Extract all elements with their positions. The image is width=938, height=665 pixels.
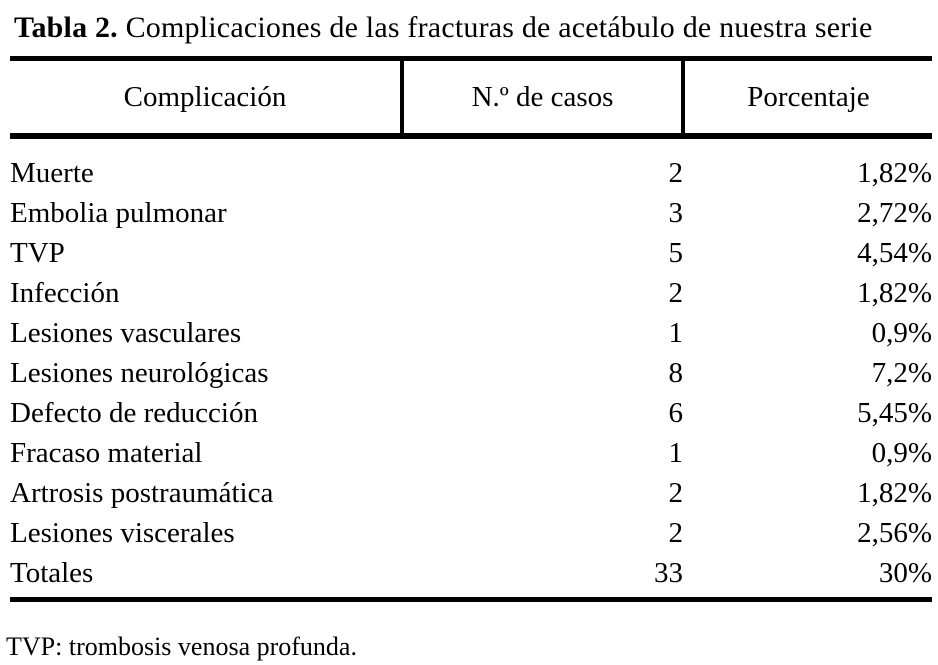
cell-complicacion: Lesiones neurológicas: [10, 357, 269, 389]
table-row: Defecto de reducción 6 5,45%: [10, 393, 932, 433]
table-footnote: TVP: trombosis venosa profunda.: [6, 632, 357, 661]
cell-porcentaje: 4,54%: [857, 237, 932, 269]
cell-porcentaje: 1,82%: [857, 277, 932, 309]
cell-complicacion: Fracaso material: [10, 437, 203, 469]
cell-casos: 2: [668, 157, 684, 189]
table-body: Muerte 2 1,82% Embolia pulmonar 3 2,72% …: [10, 136, 932, 600]
cell-complicacion: Totales: [10, 557, 94, 589]
table-row: Embolia pulmonar 3 2,72%: [10, 193, 932, 233]
cell-porcentaje: 1,82%: [857, 477, 932, 509]
cell-complicacion: Muerte: [10, 157, 94, 189]
cell-casos: 33: [654, 557, 683, 589]
cell-casos: 5: [668, 237, 684, 269]
table-row: Infección 2 1,82%: [10, 273, 932, 313]
table-caption: Tabla 2. Complicaciones de las fracturas…: [14, 8, 938, 48]
cell-casos: 2: [668, 517, 684, 549]
table-row: Fracaso material 1 0,9%: [10, 433, 932, 473]
table-row: Lesiones vasculares 1 0,9%: [10, 313, 932, 353]
cell-casos: 6: [668, 397, 684, 429]
cell-casos: 3: [668, 197, 684, 229]
table-header: Complicación N.º de casos Porcentaje: [10, 58, 932, 139]
cell-casos: 1: [668, 437, 684, 469]
cell-casos: 8: [668, 357, 684, 389]
cell-complicacion: Lesiones viscerales: [10, 517, 235, 549]
cell-complicacion: Defecto de reducción: [10, 397, 258, 429]
table-caption-text: Complicaciones de las fracturas de acetá…: [117, 11, 873, 44]
cell-complicacion: Embolia pulmonar: [10, 197, 227, 229]
cell-porcentaje: 30%: [878, 557, 932, 589]
table-caption-label: Tabla 2.: [14, 11, 118, 44]
cell-casos: 2: [668, 477, 684, 509]
cell-porcentaje: 1,82%: [857, 157, 932, 189]
cell-porcentaje: 0,9%: [871, 437, 932, 469]
table-row: Lesiones neurológicas 8 7,2%: [10, 353, 932, 393]
table-row: Artrosis postraumática 2 1,82%: [10, 473, 932, 513]
cell-porcentaje: 2,72%: [857, 197, 932, 229]
column-header-porcentaje: Porcentaje: [683, 58, 932, 139]
cell-casos: 2: [668, 277, 684, 309]
complications-table: Complicación N.º de casos Porcentaje Mue…: [10, 56, 932, 602]
table-row: Muerte 2 1,82%: [10, 136, 932, 193]
table-row: TVP 5 4,54%: [10, 233, 932, 273]
cell-casos: 1: [668, 317, 684, 349]
cell-complicacion: TVP: [10, 237, 65, 269]
cell-complicacion: Infección: [10, 277, 120, 309]
table-row: Lesiones viscerales 2 2,56%: [10, 513, 932, 553]
cell-porcentaje: 5,45%: [857, 397, 932, 429]
table-row: Totales 33 30%: [10, 553, 932, 600]
cell-complicacion: Artrosis postraumática: [10, 477, 274, 509]
column-header-casos: N.º de casos: [400, 58, 685, 139]
cell-porcentaje: 0,9%: [871, 317, 932, 349]
cell-complicacion: Lesiones vasculares: [10, 317, 242, 349]
table-header-row: Complicación N.º de casos Porcentaje: [10, 58, 932, 139]
cell-porcentaje: 2,56%: [857, 517, 932, 549]
column-header-complicacion: Complicación: [10, 58, 402, 139]
cell-porcentaje: 7,2%: [871, 357, 932, 389]
